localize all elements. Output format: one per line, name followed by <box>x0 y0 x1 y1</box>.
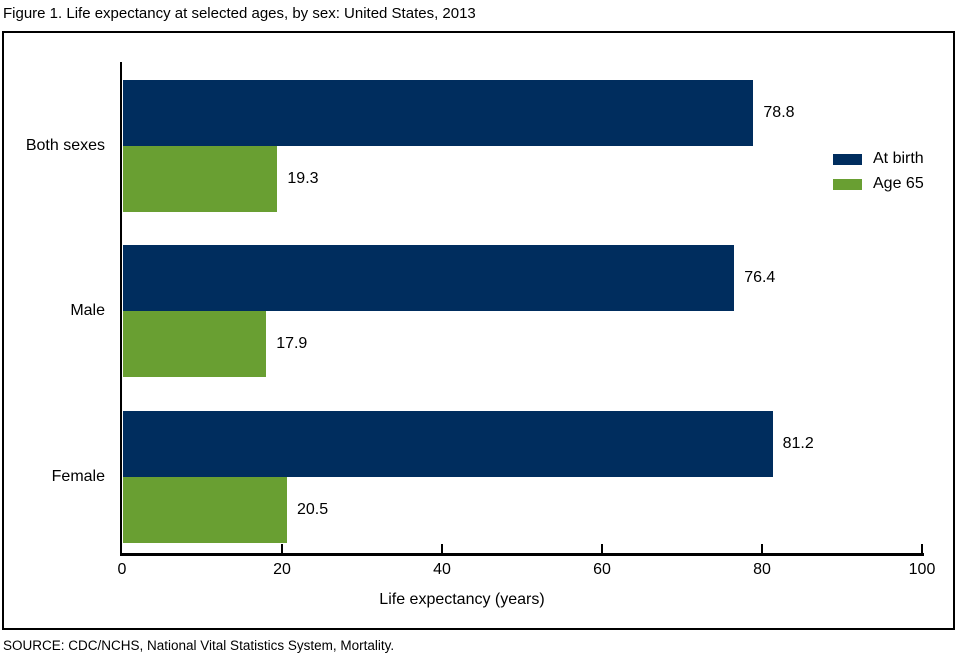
x-axis-tick <box>281 544 283 553</box>
x-axis-tick-label: 80 <box>753 561 771 578</box>
x-axis-tick <box>761 544 763 553</box>
bar-at-birth <box>123 411 773 477</box>
x-axis-tick-label: 100 <box>908 561 936 578</box>
category-label: Female <box>51 468 105 486</box>
bar-value-label: 78.8 <box>763 104 795 121</box>
bar-value-label: 17.9 <box>276 335 308 352</box>
bar-age-65 <box>123 146 278 212</box>
category-label: Both sexes <box>25 137 105 155</box>
source-note: SOURCE: CDC/NCHS, National Vital Statist… <box>3 638 395 653</box>
x-axis-line <box>120 553 924 556</box>
legend-swatch-at-birth <box>833 153 862 165</box>
y-axis-line <box>120 62 122 556</box>
bar-at-birth <box>123 245 735 311</box>
legend-label: At birth <box>873 150 924 167</box>
legend-item: At birth <box>833 148 924 170</box>
x-axis-tick-label: 60 <box>593 561 611 578</box>
category-label: Male <box>70 302 105 320</box>
x-axis-tick-label: 20 <box>273 561 291 578</box>
legend-item: Age 65 <box>833 173 924 195</box>
legend-label: Age 65 <box>873 175 924 192</box>
x-axis-title: Life expectancy (years) <box>379 591 545 608</box>
bar-age-65 <box>123 477 287 543</box>
x-axis-tick-label: 40 <box>433 561 451 578</box>
bar-age-65 <box>123 311 267 377</box>
bar-value-label: 76.4 <box>744 269 776 286</box>
bar-at-birth <box>123 80 754 146</box>
x-axis-tick <box>921 544 923 553</box>
bar-value-label: 20.5 <box>297 501 329 518</box>
figure-title: Figure 1. Life expectancy at selected ag… <box>3 5 476 22</box>
x-axis-tick <box>441 544 443 553</box>
bar-value-label: 81.2 <box>782 435 814 452</box>
x-axis-tick <box>601 544 603 553</box>
x-axis-tick-label: 0 <box>117 561 127 578</box>
legend-swatch-age-65 <box>833 178 862 190</box>
bar-value-label: 19.3 <box>287 170 319 187</box>
legend: At birth Age 65 <box>833 148 924 198</box>
